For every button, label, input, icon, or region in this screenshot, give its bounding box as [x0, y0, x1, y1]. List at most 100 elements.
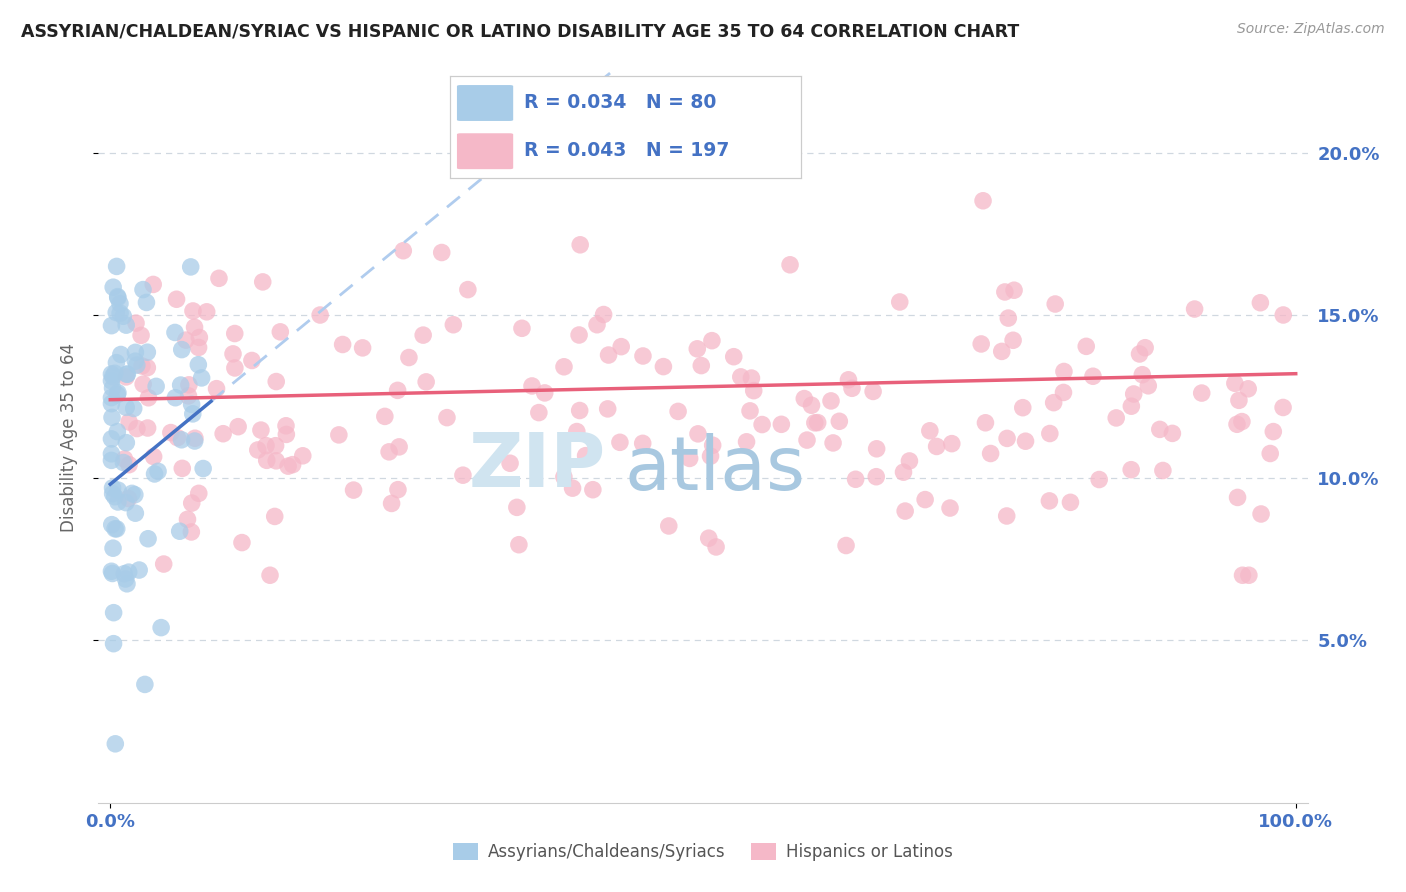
Text: ASSYRIAN/CHALDEAN/SYRIAC VS HISPANIC OR LATINO DISABILITY AGE 35 TO 64 CORRELATI: ASSYRIAN/CHALDEAN/SYRIAC VS HISPANIC OR …	[21, 22, 1019, 40]
Point	[132, 283, 155, 297]
Point	[596, 401, 619, 416]
Point	[1045, 297, 1067, 311]
Point	[561, 481, 583, 495]
Point	[1059, 495, 1081, 509]
Point	[553, 470, 575, 484]
Text: R = 0.043   N = 197: R = 0.043 N = 197	[524, 141, 730, 161]
Point	[1053, 364, 1076, 378]
Point	[117, 367, 139, 381]
Point	[115, 318, 138, 333]
Point	[104, 367, 127, 381]
Point	[122, 401, 145, 416]
Point	[779, 258, 801, 272]
Point	[835, 539, 858, 553]
Point	[208, 271, 231, 285]
Point	[100, 397, 122, 411]
Point	[1121, 399, 1143, 413]
Point	[686, 426, 709, 441]
Point	[793, 392, 815, 406]
Point	[1038, 494, 1060, 508]
Point	[188, 330, 211, 344]
Point	[1039, 426, 1062, 441]
Point	[533, 385, 555, 400]
Point	[328, 428, 350, 442]
Point	[520, 379, 543, 393]
Point	[592, 308, 614, 322]
Point	[125, 421, 148, 435]
Point	[381, 496, 404, 510]
Point	[568, 328, 591, 343]
Point	[378, 445, 401, 459]
Point	[1081, 369, 1104, 384]
Point	[128, 563, 150, 577]
Point	[136, 421, 159, 435]
Point	[914, 492, 936, 507]
Point	[828, 414, 851, 428]
Point	[169, 524, 191, 539]
Point	[180, 397, 202, 411]
Point	[224, 361, 246, 376]
Point	[187, 358, 209, 372]
Point	[240, 353, 263, 368]
Point	[918, 424, 941, 438]
Point	[569, 237, 592, 252]
Point	[105, 305, 128, 319]
Point	[174, 333, 197, 347]
Point	[995, 431, 1018, 445]
Point	[894, 504, 917, 518]
Point	[105, 387, 128, 401]
Point	[118, 458, 141, 472]
Point	[451, 468, 474, 483]
Point	[1152, 463, 1174, 477]
Point	[1121, 463, 1143, 477]
Point	[1076, 339, 1098, 353]
Point	[1122, 387, 1144, 401]
Point	[1237, 382, 1260, 396]
Point	[105, 522, 128, 536]
Point	[598, 348, 620, 362]
Point	[678, 451, 700, 466]
Point	[176, 512, 198, 526]
Point	[845, 472, 868, 486]
Point	[770, 417, 793, 432]
Point	[723, 350, 745, 364]
Point	[100, 453, 122, 467]
Point	[190, 371, 212, 385]
Point	[1011, 401, 1033, 415]
Point	[352, 341, 374, 355]
Point	[264, 454, 287, 468]
Point	[277, 459, 299, 474]
Point	[751, 417, 773, 432]
Point	[100, 517, 122, 532]
Point	[264, 375, 287, 389]
Point	[1258, 446, 1281, 460]
Point	[166, 292, 188, 306]
Point	[609, 435, 631, 450]
Point	[163, 326, 186, 340]
Point	[499, 456, 522, 470]
Point	[898, 454, 921, 468]
Point	[115, 495, 138, 509]
Point	[115, 368, 138, 382]
Point	[586, 318, 609, 332]
Point	[941, 436, 963, 450]
Point	[994, 285, 1017, 299]
Point	[412, 328, 434, 343]
Point	[276, 427, 298, 442]
Point	[939, 501, 962, 516]
Point	[862, 384, 884, 399]
Point	[1237, 568, 1260, 582]
Point	[180, 524, 202, 539]
Point	[1227, 393, 1250, 408]
Point	[889, 295, 911, 310]
Point	[246, 442, 269, 457]
Point	[441, 318, 464, 332]
Point	[250, 423, 273, 437]
Point	[254, 439, 277, 453]
Point	[1133, 341, 1156, 355]
Point	[252, 275, 274, 289]
Point	[582, 483, 605, 497]
Point	[430, 245, 453, 260]
Point	[387, 384, 409, 398]
Point	[180, 496, 202, 510]
